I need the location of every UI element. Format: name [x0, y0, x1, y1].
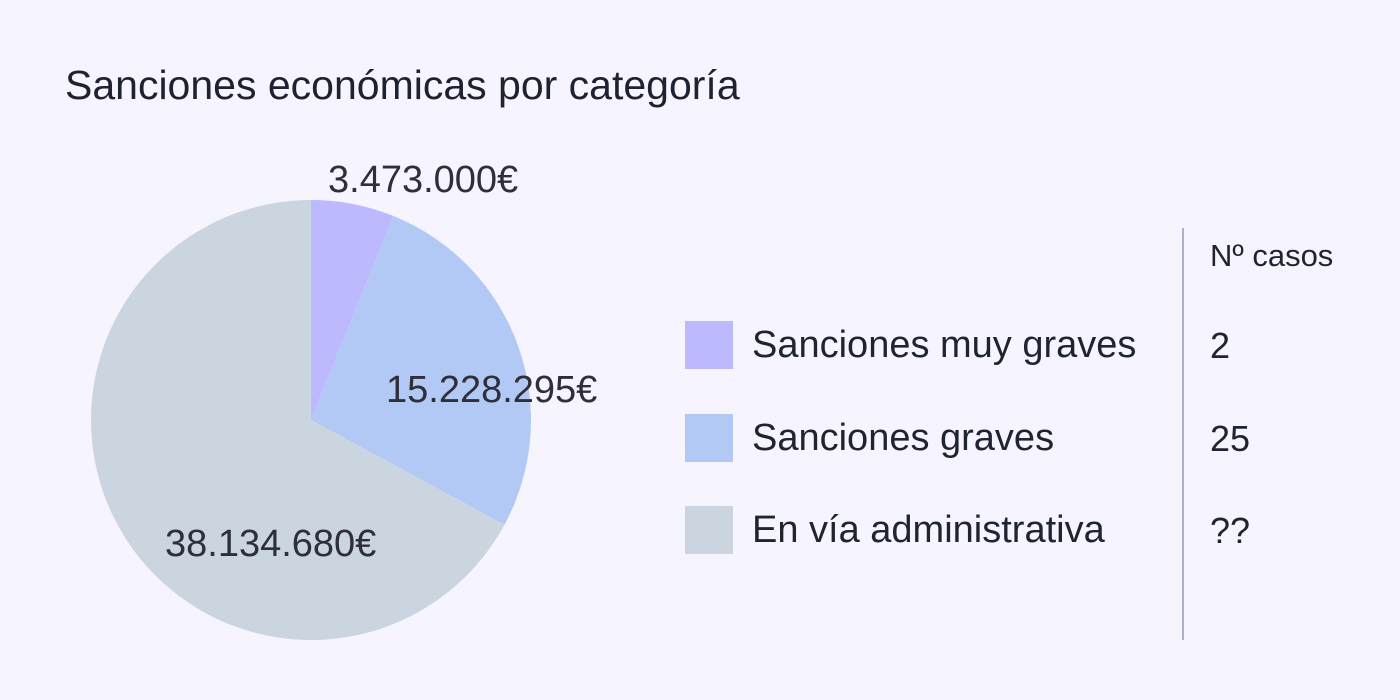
slice-muy-graves: [311, 200, 394, 420]
legend-label-graves: Sanciones graves: [752, 416, 1055, 459]
cases-column-header: Nº casos: [1210, 238, 1334, 273]
slice-graves: [311, 216, 531, 525]
chart-title: Sanciones económicas por categoría: [65, 62, 740, 108]
slice-label-muy-graves: 3.473.000€: [328, 159, 518, 201]
table-divider: [1182, 228, 1184, 640]
slice-label-graves: 15.228.295€: [386, 369, 597, 411]
cases-count-graves: 25: [1210, 418, 1251, 459]
legend-item-via-administrativa: En vía administrativa: [685, 505, 1105, 555]
slice-label-via-administrativa: 38.134.680€: [165, 523, 376, 565]
legend-label-muy-graves: Sanciones muy graves: [752, 323, 1137, 366]
legend-item-muy-graves: Sanciones muy graves: [685, 320, 1136, 370]
legend-swatch-muy-graves: [685, 321, 733, 369]
cases-count-muy-graves: 2: [1210, 325, 1231, 366]
cases-count-via-administrativa: ??: [1210, 510, 1251, 551]
legend-swatch-graves: [685, 414, 733, 462]
legend-label-via-administrativa: En vía administrativa: [752, 508, 1105, 551]
slice-via-administrativa: [91, 200, 505, 640]
legend-swatch-via-administrativa: [685, 506, 733, 554]
legend-item-graves: Sanciones graves: [685, 413, 1054, 463]
